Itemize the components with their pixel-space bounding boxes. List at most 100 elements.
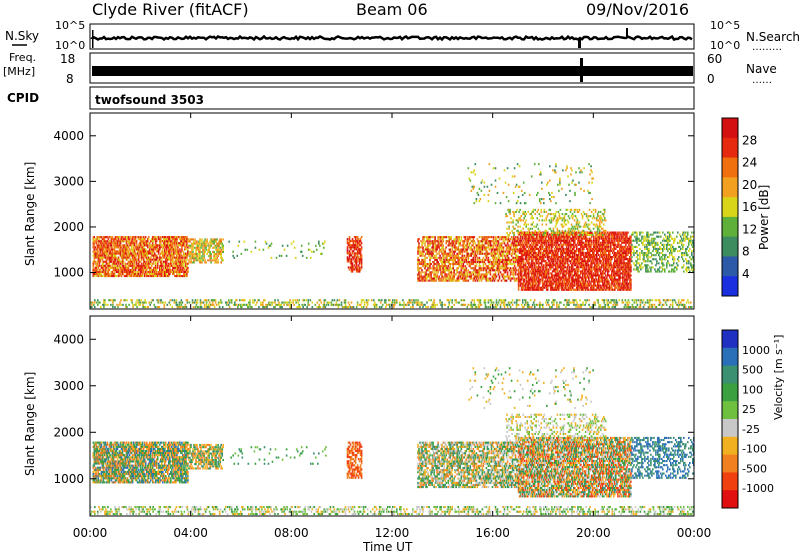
power-cell (535, 247, 538, 250)
power-cell (135, 240, 138, 243)
power-cell (468, 238, 471, 241)
power-cell (358, 248, 361, 251)
power-cell (181, 242, 183, 245)
power-cell (128, 273, 131, 276)
power-cell (497, 254, 500, 257)
power-cell (544, 249, 547, 252)
power-cell (463, 273, 466, 276)
power-cell (254, 240, 257, 243)
power-cell (573, 243, 575, 246)
power-cell (486, 250, 489, 253)
station-title: Clyde River (fitACF) (92, 0, 249, 19)
power-cell (449, 271, 451, 274)
power-cell (564, 274, 567, 277)
power-cell (547, 270, 550, 273)
power-cell (568, 254, 571, 257)
power-cell (221, 242, 223, 245)
power-cell (483, 248, 486, 251)
power-cell (459, 261, 461, 264)
power-cell (564, 235, 567, 238)
power-cell (540, 270, 543, 273)
power-cell (202, 259, 204, 262)
nsky-trace (90, 34, 693, 42)
power-cell (179, 275, 181, 278)
power-cell (496, 258, 499, 261)
power-cell (523, 270, 526, 273)
power-cell (586, 264, 588, 267)
power-cell (142, 252, 145, 255)
power-cell (537, 260, 540, 263)
power-cell (594, 266, 596, 269)
power-cell (514, 240, 517, 243)
power-cell (95, 266, 98, 269)
power-cell (320, 252, 322, 255)
power-cell (452, 261, 454, 264)
power-cell (544, 247, 547, 250)
power-cell (126, 250, 129, 253)
power-cell (457, 240, 459, 243)
power-cell (168, 270, 170, 273)
power-cell (433, 242, 435, 245)
power-cell (579, 276, 581, 279)
power-cell (163, 238, 165, 241)
power-cell (220, 242, 222, 245)
power-cell (220, 257, 222, 260)
power-cell (130, 260, 133, 263)
power-cell (463, 236, 466, 239)
power-cell (513, 240, 516, 243)
power-cell (195, 257, 197, 260)
power-cell (566, 251, 569, 254)
power-cell (103, 270, 106, 273)
power-cell (547, 239, 550, 242)
power-cell (575, 268, 577, 271)
power-cell (108, 246, 111, 249)
power-cell (194, 238, 196, 241)
power-cell (535, 251, 538, 254)
power-cell (354, 254, 357, 257)
power-cell (562, 268, 565, 271)
power-cell (585, 251, 587, 254)
power-cell (583, 256, 585, 259)
power-cell (424, 240, 426, 243)
power-cell (169, 258, 171, 261)
power-cell (558, 266, 561, 269)
power-cell (186, 242, 188, 245)
power-cell (178, 236, 180, 239)
power-cell (142, 258, 145, 261)
power-cell (92, 268, 95, 271)
power-cell (556, 258, 559, 261)
power-cell (222, 244, 224, 247)
power-cell (353, 236, 356, 239)
power-cell (119, 246, 122, 249)
power-cell (590, 258, 592, 261)
power-cell (536, 268, 539, 271)
power-cell (577, 284, 579, 287)
power-cell (101, 262, 104, 265)
power-cell (557, 237, 560, 240)
power-cell (455, 236, 457, 239)
power-cell (169, 250, 171, 253)
power-cell (199, 257, 201, 260)
power-cell (437, 269, 439, 272)
power-cell (561, 282, 564, 285)
power-cell (586, 245, 588, 248)
power-cell (115, 236, 118, 239)
power-cell (430, 252, 432, 255)
power-cell (461, 273, 464, 276)
power-cell (97, 275, 100, 278)
power-cell (205, 240, 207, 243)
power-cell (467, 246, 470, 249)
power-cell (460, 269, 463, 272)
power-cell (530, 251, 533, 254)
power-cell (461, 250, 464, 253)
power-cell (122, 260, 125, 263)
power-cell (514, 252, 517, 255)
power-cell (452, 275, 454, 278)
power-cell (579, 256, 581, 259)
power-cell (573, 239, 575, 242)
power-cell (183, 240, 185, 243)
power-cell (532, 241, 535, 244)
power-cell (575, 288, 577, 291)
power-cell (571, 239, 573, 242)
power-cell (538, 266, 541, 269)
